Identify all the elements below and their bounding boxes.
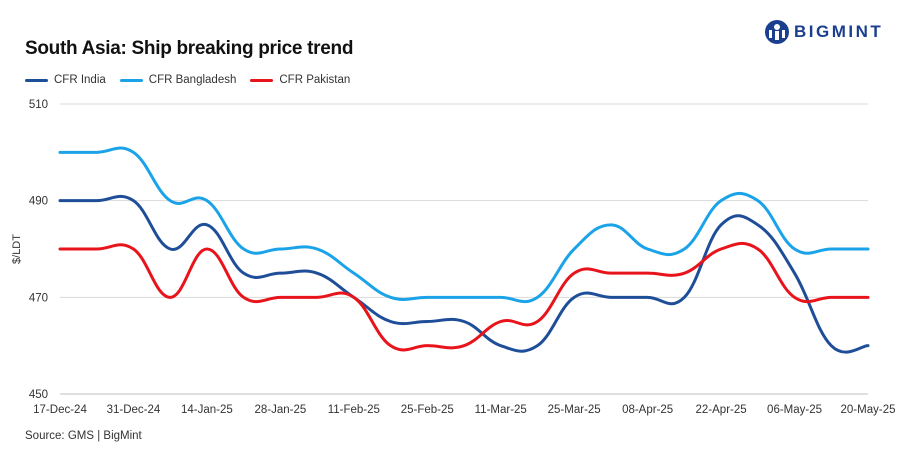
x-tick-label-20-may-25: 20-May-25 — [841, 404, 896, 416]
chart-legend: CFR India CFR Bangladesh CFR Pakistan — [25, 74, 364, 86]
x-tick-label-25-mar-25: 25-Mar-25 — [548, 404, 601, 416]
series-line-cfr-india — [58, 194, 870, 354]
y-tick-label-510: 510 — [29, 99, 48, 111]
legend-item-pakistan: CFR Pakistan — [250, 74, 350, 86]
x-tick-label-06-may-25: 06-May-25 — [767, 404, 822, 416]
legend-label-india: CFR India — [54, 74, 106, 86]
series-line-cfr-pakistan — [58, 241, 870, 352]
bigmint-logo-icon — [765, 20, 789, 44]
x-tick-label-31-dec-24: 31-Dec-24 — [107, 404, 161, 416]
legend-swatch-pakistan — [250, 78, 274, 82]
legend-swatch-bangladesh — [119, 78, 143, 82]
chart-title: South Asia: Ship breaking price trend — [25, 38, 354, 59]
legend-item-bangladesh: CFR Bangladesh — [119, 74, 237, 86]
bigmint-logo: BIGMINT — [764, 17, 883, 47]
legend-label-bangladesh: CFR Bangladesh — [148, 74, 237, 86]
x-tick-label-28-jan-25: 28-Jan-25 — [254, 404, 306, 416]
x-tick-label-11-mar-25: 11-Mar-25 — [475, 404, 527, 416]
y-tick-label-470: 470 — [29, 292, 48, 304]
x-tick-label-14-jan-25: 14-Jan-25 — [181, 404, 233, 416]
bigmint-logo-text: BIGMINT — [794, 22, 884, 41]
source-note: Source: GMS | BigMint — [25, 430, 142, 442]
x-tick-label-22-apr-25: 22-Apr-25 — [696, 404, 747, 416]
legend-item-india: CFR India — [25, 74, 106, 86]
x-tick-label-17-dec-24: 17-Dec-24 — [33, 404, 87, 416]
y-tick-label-490: 490 — [29, 196, 48, 208]
y-axis-title: $/LDT — [11, 234, 23, 264]
legend-swatch-india — [25, 78, 48, 82]
legend-label-pakistan: CFR Pakistan — [279, 74, 351, 86]
x-tick-label-25-feb-25: 25-Feb-25 — [401, 404, 454, 416]
series-line-cfr-bangladesh — [58, 146, 870, 304]
x-tick-label-08-apr-25: 08-Apr-25 — [622, 404, 673, 416]
x-tick-label-11-feb-25: 11-Feb-25 — [328, 404, 380, 416]
y-tick-label-450: 450 — [29, 389, 48, 401]
